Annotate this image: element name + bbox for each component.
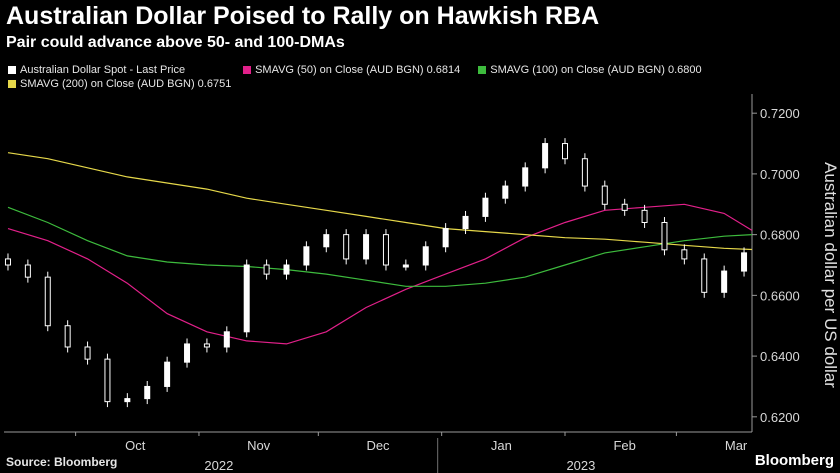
candle-body xyxy=(363,234,370,260)
candle-body xyxy=(442,228,449,248)
x-tick-label: Oct xyxy=(125,438,146,453)
candle-body xyxy=(661,221,668,251)
candle-body xyxy=(24,264,31,278)
x-tick-label: Dec xyxy=(366,438,390,453)
y-tick-label: 0.6400 xyxy=(760,349,800,364)
y-tick-label: 0.7200 xyxy=(760,106,800,121)
candle-body xyxy=(581,158,588,187)
chart-title: Australian Dollar Poised to Rally on Haw… xyxy=(6,2,600,30)
bloomberg-logo: Bloomberg xyxy=(754,452,834,469)
candle-body xyxy=(303,246,310,266)
candle-body xyxy=(482,197,489,217)
chart-subtitle: Pair could advance above 50- and 100-DMA… xyxy=(6,34,345,51)
legend-label-sma200: SMAVG (200) on Close (AUD BGN) 0.6751 xyxy=(20,78,232,90)
x-tick-label: Feb xyxy=(613,438,635,453)
candle-body xyxy=(104,358,111,403)
legend-swatch-sma200 xyxy=(8,80,16,88)
y-tick-label: 0.7000 xyxy=(760,167,800,182)
candle-body xyxy=(323,234,330,248)
candle-body xyxy=(462,215,469,230)
y-tick-label: 0.6200 xyxy=(760,410,800,425)
legend-label-spot: Australian Dollar Spot - Last Price xyxy=(20,64,186,76)
candle-body xyxy=(203,343,210,348)
candle-body xyxy=(601,185,608,205)
series-line-3 xyxy=(7,152,753,251)
candle-body xyxy=(44,276,51,327)
x-year-label: 2023 xyxy=(566,458,595,473)
candle-body xyxy=(701,258,708,293)
source-note: Source: Bloomberg xyxy=(6,455,118,469)
candle-body xyxy=(522,167,529,187)
x-tick-label: Mar xyxy=(725,438,748,453)
x-tick-label: Jan xyxy=(491,438,512,453)
candle-body xyxy=(343,234,350,260)
y-tick-label: 0.6600 xyxy=(760,288,800,303)
candle-body xyxy=(64,325,71,348)
spot-candles xyxy=(4,138,748,408)
x-tick-label: Nov xyxy=(247,438,271,453)
candle-body xyxy=(263,264,270,275)
candle-body xyxy=(184,343,191,363)
legend-row-1: Australian Dollar Spot - Last Price SMAV… xyxy=(8,63,748,77)
candle-body xyxy=(621,203,628,211)
x-year-label: 2022 xyxy=(204,458,233,473)
candle-body xyxy=(721,270,728,293)
candle-body xyxy=(4,258,11,266)
candle-body xyxy=(243,264,250,333)
legend-item-sma50: SMAVG (50) on Close (AUD BGN) 0.6814 xyxy=(243,64,460,76)
candle-body xyxy=(84,346,91,360)
candle-body xyxy=(283,264,290,275)
series-line-1 xyxy=(7,203,753,345)
candle-body xyxy=(641,209,648,223)
legend-swatch-sma50 xyxy=(243,66,252,74)
candle-body xyxy=(144,385,151,400)
y-tick-label: 0.6800 xyxy=(760,228,800,243)
legend-item-sma100: SMAVG (100) on Close (AUD BGN) 0.6800 xyxy=(478,64,702,76)
legend-swatch-spot xyxy=(8,66,16,74)
candle-body xyxy=(681,249,688,260)
legend-label-sma50: SMAVG (50) on Close (AUD BGN) 0.6814 xyxy=(255,64,461,76)
chart-legend: Australian Dollar Spot - Last Price SMAV… xyxy=(8,63,748,91)
legend-label-sma100: SMAVG (100) on Close (AUD BGN) 0.6800 xyxy=(490,64,702,76)
y-axis-title: Australian dollar per US dollar xyxy=(821,162,840,388)
candle-body xyxy=(124,398,131,403)
series-line-2 xyxy=(7,206,753,287)
candle-body xyxy=(382,234,389,266)
legend-swatch-sma100 xyxy=(478,66,487,74)
candle-body xyxy=(502,185,509,199)
candle-body xyxy=(164,361,171,387)
candle-body xyxy=(223,331,230,348)
candle-body xyxy=(422,246,429,266)
candle-body xyxy=(402,264,409,268)
candle-body xyxy=(562,143,568,160)
legend-row-2: SMAVG (200) on Close (AUD BGN) 0.6751 xyxy=(8,77,748,91)
legend-item-sma200: SMAVG (200) on Close (AUD BGN) 0.6751 xyxy=(8,78,231,90)
candle-body xyxy=(542,143,549,169)
candle-body xyxy=(741,252,748,272)
legend-item-spot: Australian Dollar Spot - Last Price xyxy=(8,64,185,76)
